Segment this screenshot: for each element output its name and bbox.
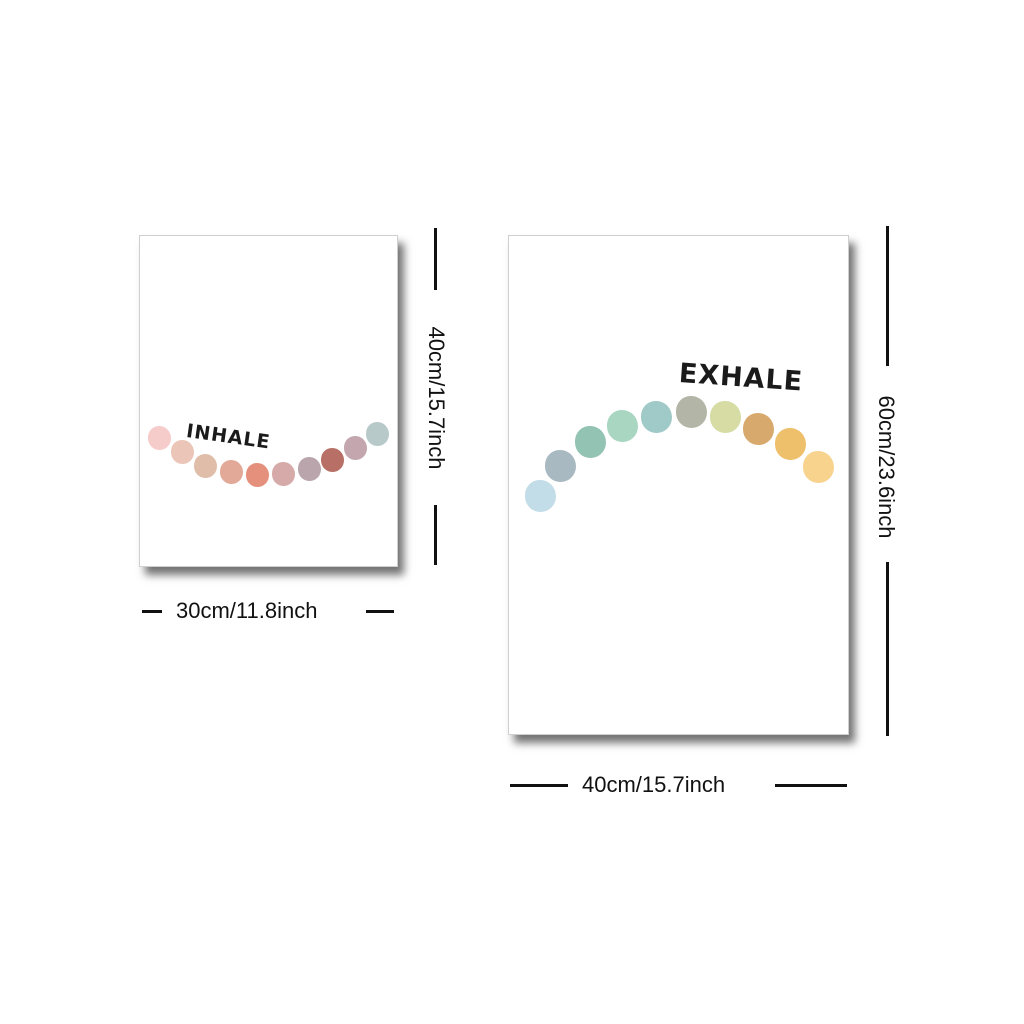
inhale-dot-3	[193, 453, 217, 478]
exhale-dot-10	[802, 450, 834, 483]
inhale-dot-2	[170, 439, 194, 464]
exhale-dot-8	[742, 412, 774, 445]
left-height-rule-bottom	[434, 505, 437, 565]
poster-large	[508, 235, 849, 735]
right-height-rule-bottom	[886, 562, 889, 736]
right-width-rule-right	[775, 784, 847, 787]
inhale-dot-8	[320, 447, 344, 472]
inhale-dot-5	[245, 462, 269, 487]
exhale-dot-6	[675, 395, 707, 428]
inhale-dot-4	[219, 459, 243, 484]
poster-small	[139, 235, 398, 567]
exhale-dot-3	[574, 425, 606, 458]
exhale-dot-2	[544, 449, 576, 482]
inhale-dot-9	[343, 435, 367, 460]
left-width-rule-left	[142, 610, 162, 613]
right-height-label: 60cm/23.6inch	[874, 395, 899, 539]
right-width-label: 40cm/15.7inch	[582, 772, 726, 797]
left-width-label: 30cm/11.8inch	[176, 598, 318, 623]
inhale-dot-7	[297, 456, 321, 481]
inhale-dot-10	[365, 421, 389, 446]
left-height-rule-top	[434, 228, 437, 290]
left-height-label: 40cm/15.7inch	[424, 326, 449, 470]
exhale-dot-1	[524, 479, 556, 512]
inhale-dot-1	[147, 425, 171, 450]
exhale-dot-5	[640, 400, 672, 433]
inhale-dot-6	[271, 461, 295, 486]
exhale-dot-9	[774, 427, 806, 460]
right-width-rule-left	[510, 784, 568, 787]
left-width-rule-right	[366, 610, 394, 613]
exhale-dot-7	[709, 400, 741, 433]
exhale-dot-4	[606, 409, 638, 442]
right-height-rule-top	[886, 226, 889, 366]
